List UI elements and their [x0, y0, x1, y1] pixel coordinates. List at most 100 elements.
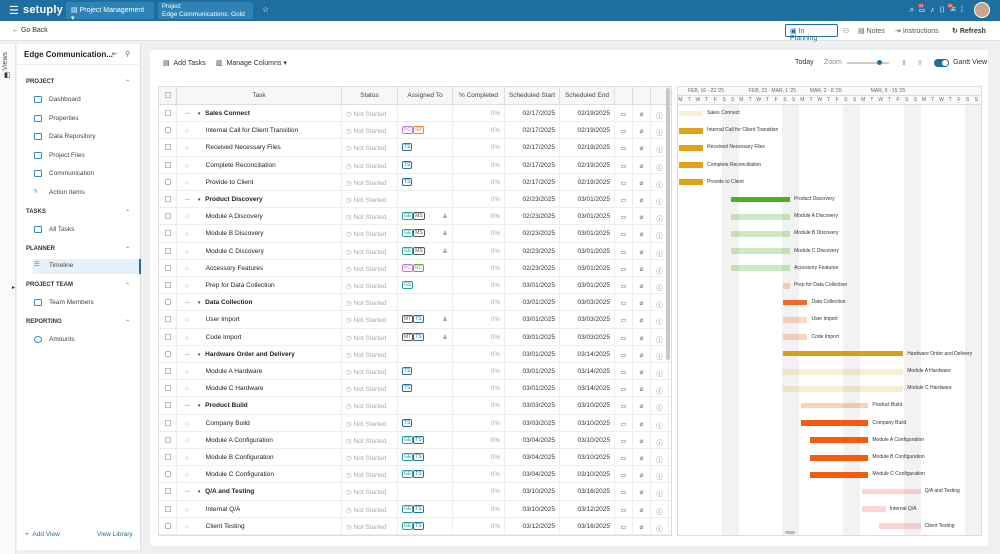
status-cell[interactable]: ◷ Not Started: [342, 208, 398, 226]
info-icon[interactable]: ⓘ: [651, 500, 669, 518]
row-checkbox[interactable]: [159, 414, 177, 432]
paperclip-icon[interactable]: ⌀: [633, 173, 651, 191]
paperclip-icon[interactable]: ⌀: [633, 191, 651, 208]
table-row[interactable]: ◇ Accessory Features ◷ Not Started PC RC …: [159, 259, 671, 277]
table-row[interactable]: ◇ Internal Call for Client Transition ◷ …: [159, 122, 671, 140]
percent-cell[interactable]: 0%: [453, 242, 505, 260]
table-row[interactable]: ◇ User Import ◷ Not Started MT TS ♟ 0% 03/…: [159, 311, 671, 329]
collapse-arrow-icon[interactable]: ▸: [12, 285, 16, 291]
task-name[interactable]: Module C Hardware: [205, 385, 264, 393]
row-checkbox[interactable]: [159, 294, 177, 312]
paperclip-icon[interactable]: ⌀: [633, 466, 651, 484]
task-name[interactable]: Module A Discovery: [205, 213, 263, 221]
info-icon[interactable]: ⓘ: [651, 363, 669, 380]
views-icon[interactable]: ◧: [4, 72, 11, 79]
end-date-cell[interactable]: 03/01/2025: [560, 277, 615, 294]
comment-icon[interactable]: ▭: [615, 208, 633, 226]
assigned-cell[interactable]: GE MS ♟: [398, 208, 453, 226]
task-cell[interactable]: ◇ Received Necessary Files: [177, 139, 342, 157]
task-name[interactable]: Q/A and Testing: [205, 488, 255, 496]
status-cell[interactable]: ◷ Not Started: [342, 105, 398, 122]
end-date-cell[interactable]: 03/01/2025: [560, 208, 615, 226]
diamond-icon[interactable]: ◇: [185, 248, 189, 255]
link-icon[interactable]: ⊷: [185, 197, 190, 203]
row-checkbox[interactable]: [159, 105, 177, 122]
assignee-badge[interactable]: MS: [413, 212, 425, 221]
task-cell[interactable]: ◇ Module A Discovery: [177, 208, 342, 226]
notifications-icon[interactable]: ♪: [930, 5, 940, 14]
start-date-cell[interactable]: 02/17/2025: [505, 173, 560, 191]
gantt-bar[interactable]: [783, 299, 808, 305]
table-row[interactable]: ◇ Module A Discovery ◷ Not Started GE MS ♟…: [159, 208, 671, 226]
assignee-badge[interactable]: MS: [413, 246, 425, 255]
percent-cell[interactable]: 0%: [453, 105, 505, 122]
comment-icon[interactable]: ▭: [615, 380, 633, 398]
assignee-badge[interactable]: TS: [413, 453, 424, 461]
percent-cell[interactable]: 0%: [453, 363, 505, 380]
table-row[interactable]: ◇ Module A Configuration ◷ Not Started G…: [159, 431, 671, 449]
chevron-up-icon[interactable]: ⌃: [124, 210, 130, 216]
diamond-icon[interactable]: ◇: [185, 334, 189, 341]
start-date-cell[interactable]: 02/23/2025: [505, 242, 560, 260]
avatar[interactable]: [974, 2, 990, 18]
chevron-down-icon[interactable]: ▾: [197, 197, 201, 203]
col-scheduled-end[interactable]: Scheduled End: [560, 87, 615, 105]
today-button[interactable]: Today: [795, 59, 814, 66]
info-icon[interactable]: ⓘ: [651, 466, 669, 484]
task-name[interactable]: Internal Q/A: [205, 505, 241, 513]
task-cell[interactable]: ◇ Internal Q/A: [177, 500, 342, 518]
table-row[interactable]: ◇ Received Necessary Files ◷ Not Started…: [159, 139, 671, 157]
gantt-bar[interactable]: [879, 523, 921, 530]
task-name[interactable]: Data Collection: [205, 299, 253, 307]
start-date-cell[interactable]: 03/04/2025: [505, 466, 560, 484]
task-cell[interactable]: ◇ Module B Configuration: [177, 449, 342, 466]
info-icon[interactable]: ⓘ: [651, 380, 669, 398]
task-name[interactable]: Module C Configuration: [205, 471, 274, 479]
task-cell[interactable]: ◇ Internal Call for Client Transition: [177, 122, 342, 140]
end-date-cell[interactable]: 03/01/2025: [560, 242, 615, 260]
task-name[interactable]: Product Discovery: [205, 196, 263, 203]
manage-columns-button[interactable]: ▥ Manage Columns ▾: [216, 60, 287, 67]
start-date-cell[interactable]: 03/04/2025: [505, 449, 560, 466]
gantt-bar[interactable]: [679, 179, 704, 186]
chevron-down-icon[interactable]: ▾: [197, 351, 201, 358]
diamond-icon[interactable]: ◇: [185, 145, 189, 152]
paperclip-icon[interactable]: ⌀: [633, 156, 651, 174]
views-toggle[interactable]: Views: [2, 52, 9, 71]
start-date-cell[interactable]: 03/10/2025: [505, 500, 560, 518]
task-name[interactable]: Product Build: [205, 402, 248, 410]
view-library-link[interactable]: View Library: [97, 531, 133, 538]
start-date-cell[interactable]: 02/17/2025: [505, 105, 560, 122]
row-checkbox[interactable]: [159, 225, 177, 243]
status-cell[interactable]: ◷ Not Started: [342, 500, 398, 518]
paperclip-icon[interactable]: ⌀: [633, 363, 651, 380]
task-cell[interactable]: ⊷ ▾ Data Collection: [177, 294, 342, 312]
collapse-sidebar-icon[interactable]: ⇤: [112, 51, 118, 58]
end-date-cell[interactable]: 02/19/2025: [560, 173, 615, 191]
row-checkbox[interactable]: [159, 311, 177, 329]
assigned-cell[interactable]: TS: [398, 414, 453, 432]
comment-icon[interactable]: ▭: [615, 414, 633, 432]
end-date-cell[interactable]: 03/03/2025: [560, 294, 615, 312]
status-cell[interactable]: ◷ Not Started: [342, 517, 398, 535]
status-cell[interactable]: ◷ Not Started: [342, 483, 398, 501]
percent-cell[interactable]: 0%: [453, 345, 505, 363]
assigned-cell[interactable]: GE MS ♟: [398, 242, 453, 260]
assignee-badge[interactable]: GE: [402, 229, 414, 238]
task-cell[interactable]: ⊷ ▾ Product Discovery: [177, 191, 342, 208]
chevron-up-icon[interactable]: ⌃: [124, 283, 130, 289]
comment-icon[interactable]: ▭: [615, 328, 633, 346]
row-checkbox[interactable]: [159, 208, 177, 226]
task-cell[interactable]: ◇ Module C Configuration: [177, 466, 342, 484]
gantt-view-toggle[interactable]: [934, 59, 949, 67]
table-row[interactable]: ⊷ ▾ Sales Connect ◷ Not Started 0% 02/17…: [159, 105, 671, 123]
start-date-cell[interactable]: 03/01/2025: [505, 294, 560, 312]
comment-icon[interactable]: ▭: [615, 449, 633, 466]
paperclip-icon[interactable]: ⌀: [633, 242, 651, 260]
comment-icon[interactable]: ▭: [615, 311, 633, 329]
status-cell[interactable]: ◷ Not Started: [342, 397, 398, 415]
info-icon[interactable]: ⓘ: [651, 483, 669, 501]
info-icon[interactable]: ⓘ: [651, 397, 669, 415]
assigned-cell[interactable]: [398, 294, 453, 312]
task-name[interactable]: Complete Reconciliation: [205, 161, 276, 169]
